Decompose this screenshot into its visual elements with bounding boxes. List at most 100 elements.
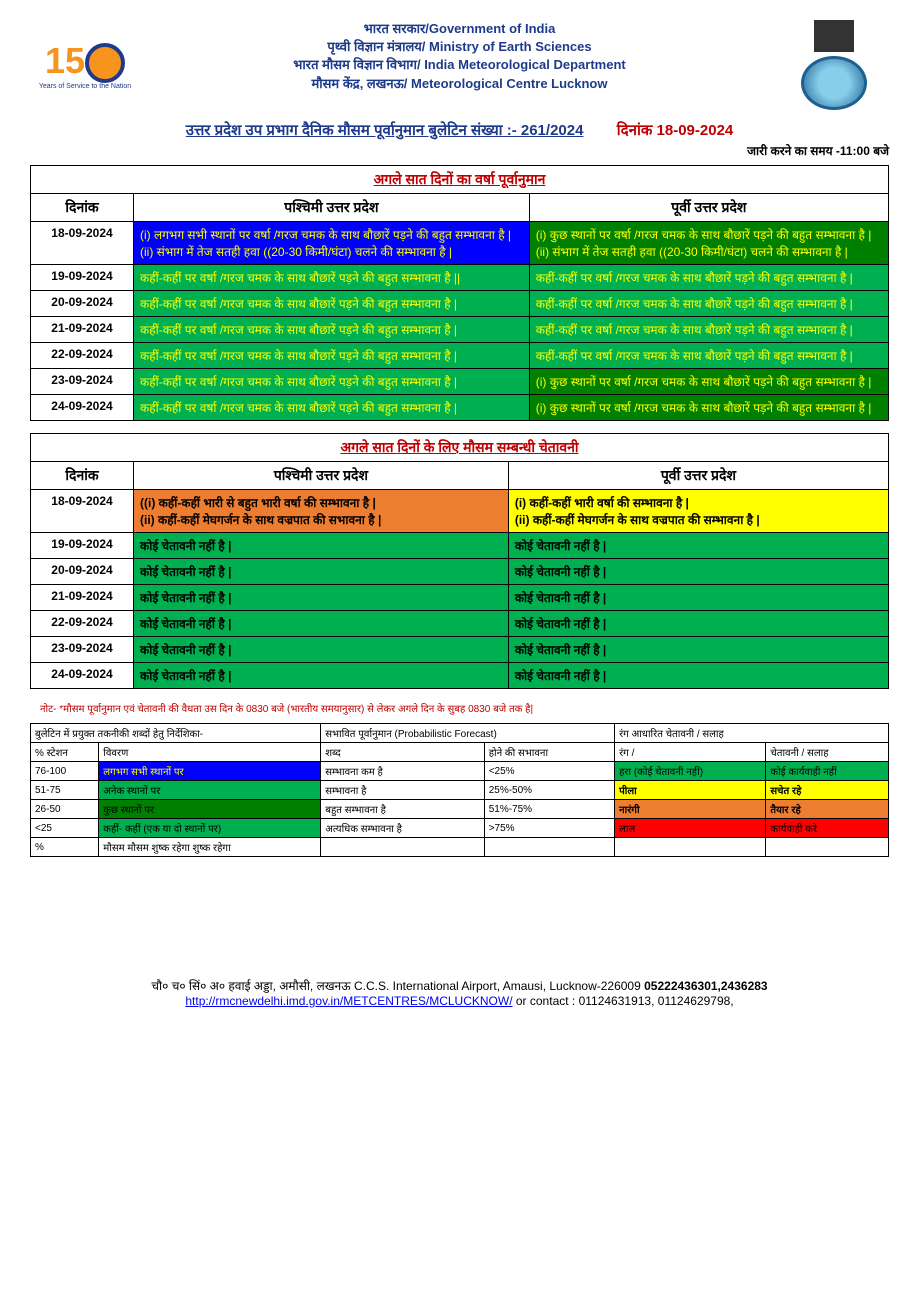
forecast-row: 22-09-2024 कहीं-कहीं पर वर्षा /गरज चमक क… <box>31 343 889 369</box>
gov-line: भारत सरकार/Government of India <box>293 20 625 38</box>
legend-row: <25 कहीं- कहीं (एक या दो स्थानों पर) अत्… <box>31 819 889 838</box>
forecast-date: 18-09-2024 <box>31 222 134 265</box>
forecast-date: 24-09-2024 <box>31 395 134 421</box>
warning-east: कोई चेतावनी नहीं है | <box>508 611 888 637</box>
forecast-date: 23-09-2024 <box>31 369 134 395</box>
forecast-east: कहीं-कहीं पर वर्षा /गरज चमक के साथ बौछार… <box>529 343 888 369</box>
warning-west: कोई चेतावनी नहीं है | <box>134 559 509 585</box>
legend-color: हरा (कोई चेतावनी नहीं) <box>615 762 766 781</box>
legend-color: लाल <box>615 819 766 838</box>
forecast-row: 24-09-2024 कहीं-कहीं पर वर्षा /गरज चमक क… <box>31 395 889 421</box>
warning-row: 24-09-2024 कोई चेतावनी नहीं है | कोई चेत… <box>31 663 889 689</box>
legend-word <box>321 838 484 857</box>
emblem-icon <box>814 20 854 52</box>
footer-link[interactable]: http://rmcnewdelhi.imd.gov.in/METCENTRES… <box>185 994 512 1008</box>
forecast-east: (i) कुछ स्थानों पर वर्षा /गरज चमक के साथ… <box>529 369 888 395</box>
col-west: पश्चिमी उत्तर प्रदेश <box>134 194 530 222</box>
legend-table: बुलेटिन में प्रयुक्त तकनीकी शब्दों हेतु … <box>30 723 889 857</box>
bulletin-date: दिनांक 18-09-2024 <box>617 122 733 139</box>
forecast-east: (i) कुछ स्थानों पर वर्षा /गरज चमक के साथ… <box>529 395 888 421</box>
header-text: भारत सरकार/Government of India पृथ्वी वि… <box>293 20 625 93</box>
footer-phone2: or contact : 01124631913, 01124629798, <box>513 994 734 1008</box>
legend-desc: मौसम मौसम शुष्क रहेगा शुष्क रहेगा <box>99 838 321 857</box>
forecast-west: कहीं-कहीं पर वर्षा /गरज चमक के साथ बौछार… <box>134 291 530 317</box>
w-col-date: दिनांक <box>31 462 134 490</box>
warning-table: अगले सात दिनों के लिए मौसम सम्बन्धी चेता… <box>30 433 889 689</box>
legend-advice <box>766 838 889 857</box>
logo-150-years: 15 Years of Service to the Nation <box>30 20 140 110</box>
w-col-east: पूर्वी उत्तर प्रदेश <box>508 462 888 490</box>
warning-west: कोई चेतावनी नहीं है | <box>134 663 509 689</box>
legend-row: % मौसम मौसम शुष्क रहेगा शुष्क रहेगा <box>31 838 889 857</box>
forecast-east: कहीं-कहीं पर वर्षा /गरज चमक के साथ बौछार… <box>529 291 888 317</box>
warning-section-title: अगले सात दिनों के लिए मौसम सम्बन्धी चेता… <box>31 434 889 462</box>
legend-subhead: चेतावनी / सलाह <box>766 743 889 762</box>
page-header: 15 Years of Service to the Nation भारत स… <box>30 20 889 110</box>
forecast-west: कहीं-कहीं पर वर्षा /गरज चमक के साथ बौछार… <box>134 395 530 421</box>
forecast-row: 20-09-2024 कहीं-कहीं पर वर्षा /गरज चमक क… <box>31 291 889 317</box>
legend-pct: <25 <box>31 819 99 838</box>
legend-pct: 26-50 <box>31 800 99 819</box>
warning-date: 20-09-2024 <box>31 559 134 585</box>
centre-line: मौसम केंद्र, लखनऊ/ Meteorological Centre… <box>293 75 625 93</box>
w-col-west: पश्चिमी उत्तर प्रदेश <box>134 462 509 490</box>
footer-address: चौ० च० सिं० अ० हवाई अड्डा, अमौसी, लखनऊ C… <box>151 979 644 993</box>
warning-date: 19-09-2024 <box>31 533 134 559</box>
forecast-table: अगले सात दिनों का वर्षा पूर्वानुमान दिना… <box>30 165 889 421</box>
warning-east: कोई चेतावनी नहीं है | <box>508 585 888 611</box>
legend-h1: बुलेटिन में प्रयुक्त तकनीकी शब्दों हेतु … <box>31 724 321 743</box>
forecast-west: कहीं-कहीं पर वर्षा /गरज चमक के साथ बौछार… <box>134 265 530 291</box>
warning-row: 21-09-2024 कोई चेतावनी नहीं है | कोई चेत… <box>31 585 889 611</box>
forecast-section-title: अगले सात दिनों का वर्षा पूर्वानुमान <box>31 166 889 194</box>
legend-desc: लगभग सभी स्थानों पर <box>99 762 321 781</box>
bulletin-title: उत्तर प्रदेश उप प्रभाग दैनिक मौसम पूर्वा… <box>186 122 584 139</box>
legend-prob: >75% <box>484 819 614 838</box>
forecast-row: 19-09-2024 कहीं-कहीं पर वर्षा /गरज चमक क… <box>31 265 889 291</box>
logo-subtext: Years of Service to the Nation <box>39 83 131 90</box>
forecast-date: 19-09-2024 <box>31 265 134 291</box>
warning-date: 21-09-2024 <box>31 585 134 611</box>
legend-prob: 25%-50% <box>484 781 614 800</box>
forecast-west: कहीं-कहीं पर वर्षा /गरज चमक के साथ बौछार… <box>134 317 530 343</box>
legend-prob: 51%-75% <box>484 800 614 819</box>
forecast-row: 21-09-2024 कहीं-कहीं पर वर्षा /गरज चमक क… <box>31 317 889 343</box>
forecast-row: 23-09-2024 कहीं-कहीं पर वर्षा /गरज चमक क… <box>31 369 889 395</box>
warning-west: ((i) कहीं-कहीं भारी से बहुत भारी वर्षा क… <box>134 490 509 533</box>
legend-advice: सचेत रहे <box>766 781 889 800</box>
forecast-date: 21-09-2024 <box>31 317 134 343</box>
forecast-west: कहीं-कहीं पर वर्षा /गरज चमक के साथ बौछार… <box>134 369 530 395</box>
imd-seal-icon <box>801 56 867 110</box>
warning-west: कोई चेतावनी नहीं है | <box>134 533 509 559</box>
warning-west: कोई चेतावनी नहीं है | <box>134 637 509 663</box>
legend-pct: 76-100 <box>31 762 99 781</box>
col-east: पूर्वी उत्तर प्रदेश <box>529 194 888 222</box>
legend-row: 76-100 लगभग सभी स्थानों पर सम्भावना कम ह… <box>31 762 889 781</box>
legend-prob <box>484 838 614 857</box>
legend-pct: 51-75 <box>31 781 99 800</box>
forecast-east: (i) कुछ स्थानों पर वर्षा /गरज चमक के साथ… <box>529 222 888 265</box>
warning-row: 19-09-2024 कोई चेतावनी नहीं है | कोई चेत… <box>31 533 889 559</box>
page-footer: चौ० च० सिं० अ० हवाई अड्डा, अमौसी, लखनऊ C… <box>30 977 889 1008</box>
warning-west: कोई चेतावनी नहीं है | <box>134 585 509 611</box>
warning-east: कोई चेतावनी नहीं है | <box>508 637 888 663</box>
legend-row: 51-75 अनेक स्थानों पर सम्भावना है 25%-50… <box>31 781 889 800</box>
forecast-west: कहीं-कहीं पर वर्षा /गरज चमक के साथ बौछार… <box>134 343 530 369</box>
warning-date: 23-09-2024 <box>31 637 134 663</box>
warning-east: कोई चेतावनी नहीं है | <box>508 559 888 585</box>
warning-row: 22-09-2024 कोई चेतावनी नहीं है | कोई चेत… <box>31 611 889 637</box>
legend-color <box>615 838 766 857</box>
legend-h3: रंग आधारित चेतावनी / सलाह <box>615 724 889 743</box>
legend-color: पीला <box>615 781 766 800</box>
legend-word: सम्भावना कम है <box>321 762 484 781</box>
legend-advice: तैयार रहे <box>766 800 889 819</box>
legend-subhead: होने की सभावना <box>484 743 614 762</box>
legend-desc: कुछ स्थानों पर <box>99 800 321 819</box>
logo-imd <box>779 20 889 110</box>
footer-phone1: 05222436301,2436283 <box>644 979 767 993</box>
ministry-line: पृथ्वी विज्ञान मंत्रालय/ Ministry of Ear… <box>293 38 625 56</box>
warning-east: कोई चेतावनी नहीं है | <box>508 663 888 689</box>
issue-time: जारी करने का समय -11:00 बजे <box>30 142 889 159</box>
warning-west: कोई चेतावनी नहीं है | <box>134 611 509 637</box>
legend-subhead: शब्द <box>321 743 484 762</box>
legend-subhead: % स्टेशन <box>31 743 99 762</box>
